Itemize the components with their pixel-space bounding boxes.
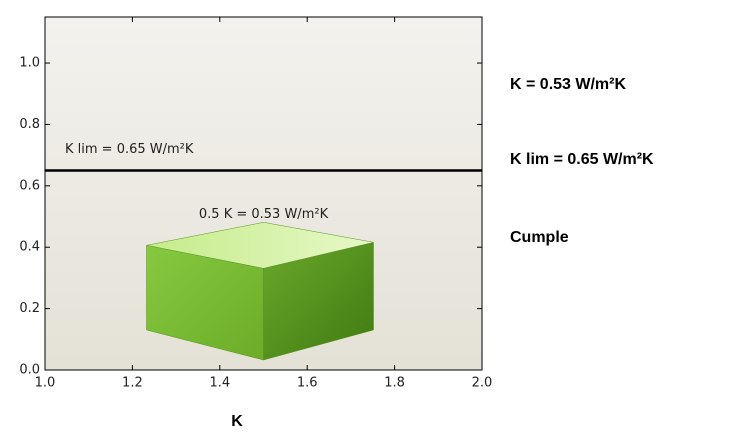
box-top xyxy=(146,222,374,269)
verdict-text: Cumple xyxy=(510,229,569,246)
bar-annotation: 0.5 K = 0.53 W/m²K xyxy=(199,207,329,222)
x-tick-label: 1.4 xyxy=(209,376,230,391)
y-tick-label: 0.4 xyxy=(19,240,40,255)
x-tick-label: 1.2 xyxy=(122,376,143,391)
x-tick-label: 1.6 xyxy=(297,376,318,391)
box-bar xyxy=(146,222,374,361)
result-text: K = 0.53 W/m²K xyxy=(510,76,626,93)
x-tick-label: 1.8 xyxy=(384,376,405,391)
limit-text: K lim = 0.65 W/m²K xyxy=(510,151,654,168)
y-tick-label: 0.0 xyxy=(19,363,40,378)
y-tick-label: 0.2 xyxy=(19,301,40,316)
y-tick-label: 1.0 xyxy=(19,56,40,71)
x-axis-label: K xyxy=(231,413,243,430)
x-tick-label: 1.0 xyxy=(35,376,56,391)
limit-label: K lim = 0.65 W/m²K xyxy=(65,142,194,157)
x-tick-label: 2.0 xyxy=(472,376,493,391)
y-tick-label: 0.8 xyxy=(19,117,40,132)
y-tick-label: 0.6 xyxy=(19,178,40,193)
